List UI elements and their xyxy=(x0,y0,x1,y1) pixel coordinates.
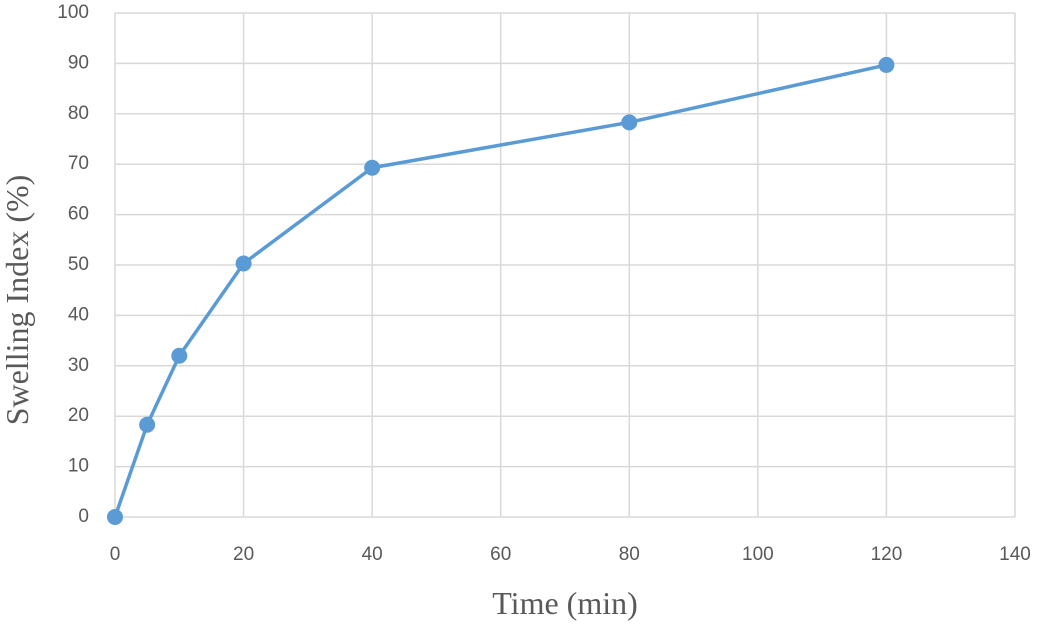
y-tick-label: 40 xyxy=(68,304,89,325)
data-point xyxy=(364,159,381,176)
y-tick-label: 90 xyxy=(68,52,89,73)
y-tick-label: 10 xyxy=(68,456,89,477)
x-tick-label: 40 xyxy=(362,544,383,565)
data-point xyxy=(621,114,638,131)
x-tick-label: 60 xyxy=(490,544,511,565)
y-tick-label: 50 xyxy=(68,254,89,275)
x-tick-label: 0 xyxy=(110,544,121,565)
y-tick-label: 80 xyxy=(68,103,89,124)
y-tick-label: 100 xyxy=(57,2,89,23)
y-tick-label: 60 xyxy=(68,204,89,225)
x-tick-label: 80 xyxy=(619,544,640,565)
x-tick-label: 140 xyxy=(999,544,1031,565)
y-axis-title: Swelling Index (%) xyxy=(0,175,35,426)
y-tick-label: 0 xyxy=(78,506,89,527)
y-tick-label: 30 xyxy=(68,355,89,376)
y-tick-label: 20 xyxy=(68,405,89,426)
data-point xyxy=(171,347,188,364)
y-tick-label: 70 xyxy=(68,153,89,174)
x-tick-label: 100 xyxy=(742,544,774,565)
data-point xyxy=(107,509,123,525)
data-point xyxy=(878,56,895,73)
x-tick-label: 120 xyxy=(871,544,903,565)
x-axis-title: Time (min) xyxy=(492,585,638,621)
data-point xyxy=(139,416,156,433)
x-tick-label: 20 xyxy=(233,544,254,565)
data-point xyxy=(235,255,252,272)
